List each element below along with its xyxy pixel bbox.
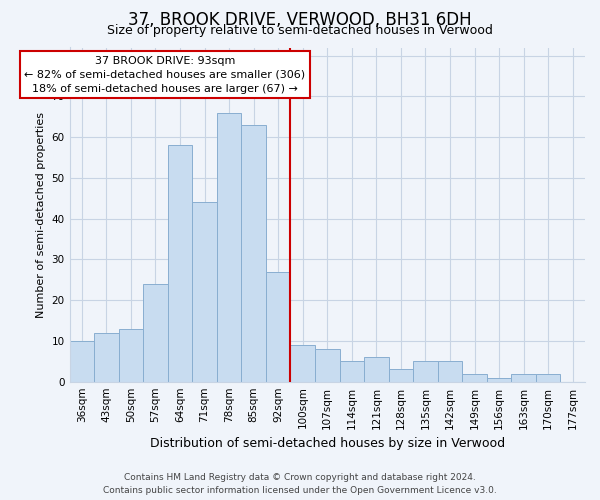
- Text: Size of property relative to semi-detached houses in Verwood: Size of property relative to semi-detach…: [107, 24, 493, 37]
- Bar: [168, 146, 192, 382]
- Bar: [70, 341, 94, 382]
- Text: 37 BROOK DRIVE: 93sqm
← 82% of semi-detached houses are smaller (306)
18% of sem: 37 BROOK DRIVE: 93sqm ← 82% of semi-deta…: [25, 56, 305, 94]
- Bar: [340, 362, 364, 382]
- Bar: [217, 112, 241, 382]
- Bar: [143, 284, 168, 382]
- X-axis label: Distribution of semi-detached houses by size in Verwood: Distribution of semi-detached houses by …: [150, 437, 505, 450]
- Bar: [389, 370, 413, 382]
- Bar: [462, 374, 487, 382]
- Bar: [413, 362, 438, 382]
- Bar: [364, 357, 389, 382]
- Bar: [511, 374, 536, 382]
- Y-axis label: Number of semi-detached properties: Number of semi-detached properties: [36, 112, 46, 318]
- Bar: [94, 333, 119, 382]
- Bar: [438, 362, 462, 382]
- Bar: [192, 202, 217, 382]
- Bar: [536, 374, 560, 382]
- Text: Contains HM Land Registry data © Crown copyright and database right 2024.
Contai: Contains HM Land Registry data © Crown c…: [103, 473, 497, 495]
- Text: 37, BROOK DRIVE, VERWOOD, BH31 6DH: 37, BROOK DRIVE, VERWOOD, BH31 6DH: [128, 11, 472, 29]
- Bar: [315, 349, 340, 382]
- Bar: [241, 125, 266, 382]
- Bar: [487, 378, 511, 382]
- Bar: [266, 272, 290, 382]
- Bar: [119, 328, 143, 382]
- Bar: [290, 345, 315, 382]
